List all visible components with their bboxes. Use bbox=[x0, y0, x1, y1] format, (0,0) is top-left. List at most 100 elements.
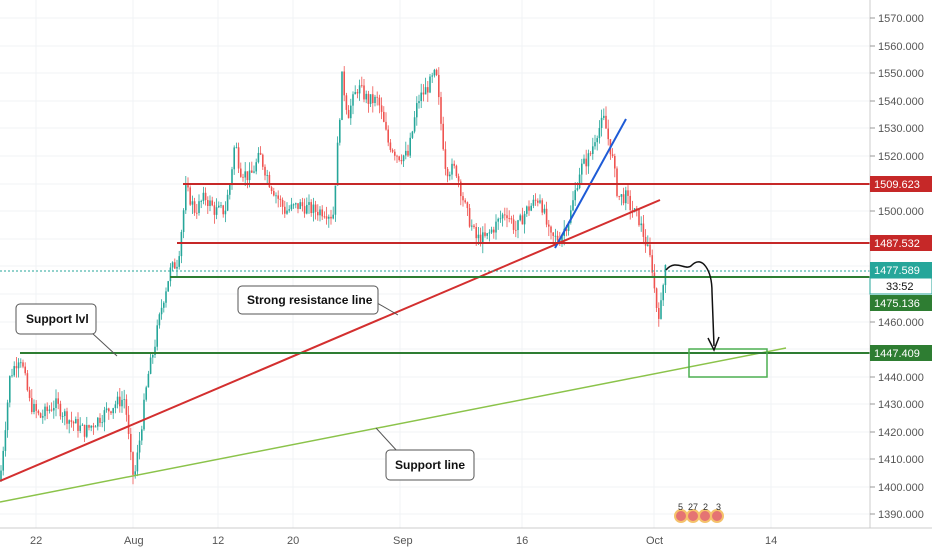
candle-body bbox=[398, 156, 400, 161]
projection-arrow[interactable] bbox=[665, 261, 715, 347]
candle-body bbox=[512, 219, 515, 230]
candle-body bbox=[13, 366, 15, 376]
candle-body bbox=[341, 71, 343, 120]
candle-body bbox=[550, 226, 552, 233]
candle-body bbox=[86, 425, 88, 437]
callout-support-line[interactable]: Support line bbox=[375, 427, 475, 481]
candle-body bbox=[391, 149, 394, 152]
green-support-trendline[interactable] bbox=[0, 347, 787, 503]
candle-body bbox=[427, 87, 429, 93]
candle-body bbox=[405, 150, 407, 156]
candle-body bbox=[0, 470, 2, 481]
candle-body bbox=[350, 105, 352, 119]
candle-body bbox=[90, 425, 92, 428]
candle-body bbox=[180, 232, 183, 257]
candle-body bbox=[209, 200, 211, 206]
candle-body bbox=[72, 421, 75, 424]
candle-body bbox=[259, 152, 262, 155]
candle-body bbox=[281, 199, 284, 207]
candle-body bbox=[2, 450, 4, 471]
callout-support-lvl[interactable]: Support lvl bbox=[15, 303, 118, 357]
candle-body bbox=[528, 206, 530, 211]
candle-body bbox=[198, 201, 200, 213]
candle-body bbox=[614, 156, 616, 169]
candle-body bbox=[482, 232, 484, 244]
candle-body bbox=[83, 424, 86, 437]
candle-body bbox=[105, 408, 108, 411]
y-tick-label: 1550.000 bbox=[878, 68, 924, 80]
candle-body bbox=[15, 366, 18, 369]
candle-body bbox=[286, 210, 288, 214]
y-tick-label: 1540.000 bbox=[878, 96, 924, 108]
candle-body bbox=[149, 357, 152, 374]
candle-body bbox=[354, 92, 356, 95]
candle-body bbox=[152, 354, 154, 358]
candle-body bbox=[649, 244, 651, 256]
candle-body bbox=[378, 97, 381, 106]
candle-body bbox=[26, 373, 29, 391]
price-scale[interactable]: 1570.000 1560.000 1550.000 1540.000 1530… bbox=[870, 13, 924, 521]
candle-body bbox=[497, 218, 499, 222]
candle-body bbox=[629, 195, 631, 211]
candle-body bbox=[598, 127, 601, 139]
candle-body bbox=[270, 187, 273, 192]
candle-body bbox=[449, 174, 451, 177]
candle-body bbox=[521, 215, 524, 225]
callout-label-support-line: Support line bbox=[395, 458, 465, 472]
candle-body bbox=[552, 232, 554, 236]
flag-icon[interactable] bbox=[710, 509, 724, 523]
candle-body bbox=[365, 93, 367, 100]
target-zone-box[interactable] bbox=[688, 348, 768, 378]
candle-body bbox=[510, 218, 513, 220]
candle-body bbox=[288, 209, 290, 211]
candle-body bbox=[413, 117, 416, 132]
candle-body bbox=[303, 206, 306, 214]
x-tick-label: 14 bbox=[765, 535, 777, 547]
y-tick-label: 1530.000 bbox=[878, 123, 924, 135]
candle-body bbox=[466, 202, 469, 209]
candle-body bbox=[169, 267, 172, 282]
candle-body bbox=[627, 190, 629, 196]
candle-body bbox=[334, 185, 337, 215]
candle-body bbox=[178, 256, 180, 267]
economic-events[interactable]: 5 27 2 3 bbox=[674, 502, 724, 523]
candle-body bbox=[101, 422, 103, 424]
candle-body bbox=[77, 419, 79, 431]
candle-body bbox=[662, 285, 664, 301]
candle-body bbox=[407, 150, 409, 156]
candle-body bbox=[160, 307, 163, 315]
candle-body bbox=[226, 194, 229, 211]
candle-body bbox=[108, 408, 110, 412]
candle-body bbox=[297, 203, 299, 209]
y-tick-label: 1410.000 bbox=[878, 454, 924, 466]
candle-body bbox=[158, 314, 161, 326]
candle-body bbox=[189, 187, 191, 205]
candle-body bbox=[328, 216, 330, 219]
price-tags[interactable]: 1509.623 1487.532 1477.589 33:52 1475.13… bbox=[869, 176, 932, 361]
red-trendline[interactable] bbox=[0, 199, 661, 482]
callout-pointer bbox=[375, 427, 399, 453]
time-scale[interactable]: 22 Aug 12 20 Sep 16 Oct 14 bbox=[30, 535, 777, 547]
candle-body bbox=[123, 399, 125, 401]
candle-body bbox=[147, 373, 150, 388]
candle-body bbox=[380, 105, 383, 112]
candle-body bbox=[24, 366, 26, 374]
candle-body bbox=[638, 209, 640, 226]
callout-strong-resistance[interactable]: Strong resistance line bbox=[237, 285, 399, 316]
candle-body bbox=[444, 149, 447, 169]
candle-body bbox=[506, 215, 508, 219]
candle-body bbox=[262, 154, 264, 167]
callouts-layer: Support lvl Strong resistance line Suppo… bbox=[15, 285, 475, 481]
callout-label-support-lvl: Support lvl bbox=[26, 312, 89, 326]
candle-body bbox=[422, 92, 425, 95]
candle-body bbox=[130, 433, 132, 453]
candle-body bbox=[299, 202, 301, 209]
candle-body bbox=[411, 131, 414, 138]
candle-body bbox=[537, 200, 539, 203]
x-tick-label: Sep bbox=[393, 535, 413, 547]
candle-body bbox=[402, 155, 405, 162]
candle-body bbox=[321, 209, 323, 217]
candle-body bbox=[442, 123, 444, 150]
